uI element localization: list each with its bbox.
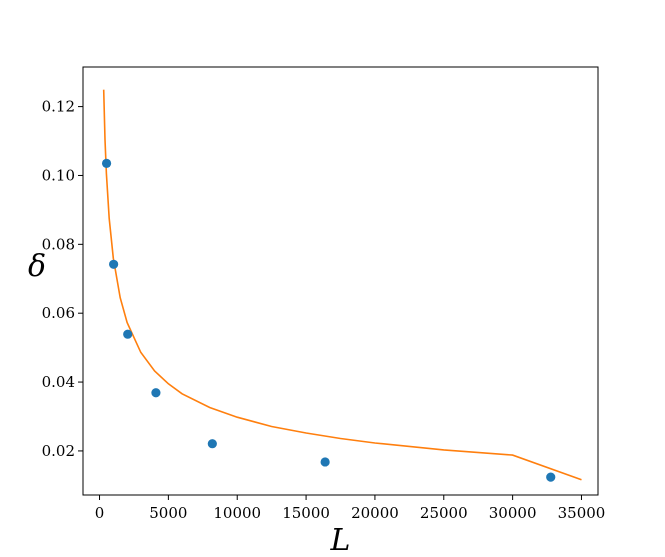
x-tick-label: 25000 <box>420 504 468 522</box>
y-axis-ticks: 0.02 0.04 0.06 0.08 0.10 0.12 <box>42 98 83 460</box>
data-point <box>151 388 161 398</box>
x-tick-label: 20000 <box>351 504 399 522</box>
data-point <box>546 472 556 482</box>
y-tick-label: 0.04 <box>42 373 75 391</box>
x-tick-label: 35000 <box>558 504 606 522</box>
x-axis-ticks: 0 5000 10000 15000 20000 25000 30000 35000 <box>95 495 606 522</box>
x-tick-label: 0 <box>95 504 105 522</box>
y-tick-label: 0.08 <box>42 235 75 253</box>
fit-curve-line <box>102 89 582 481</box>
chart-series <box>101 89 582 482</box>
y-tick-label: 0.02 <box>42 442 75 460</box>
y-tick-label: 0.10 <box>42 166 75 184</box>
data-point <box>101 158 112 169</box>
x-tick-label: 5000 <box>149 504 187 522</box>
data-point <box>207 439 217 449</box>
data-point <box>109 259 119 269</box>
x-tick-label: 10000 <box>213 504 261 522</box>
data-point <box>320 457 330 467</box>
x-axis-label: L <box>330 523 351 557</box>
y-axis-label: δ <box>28 249 46 284</box>
x-tick-label: 30000 <box>489 504 537 522</box>
data-point <box>123 329 133 339</box>
y-tick-label: 0.12 <box>42 98 75 116</box>
y-tick-label: 0.06 <box>42 304 75 322</box>
x-tick-label: 15000 <box>282 504 330 522</box>
plot-frame <box>82 66 599 496</box>
